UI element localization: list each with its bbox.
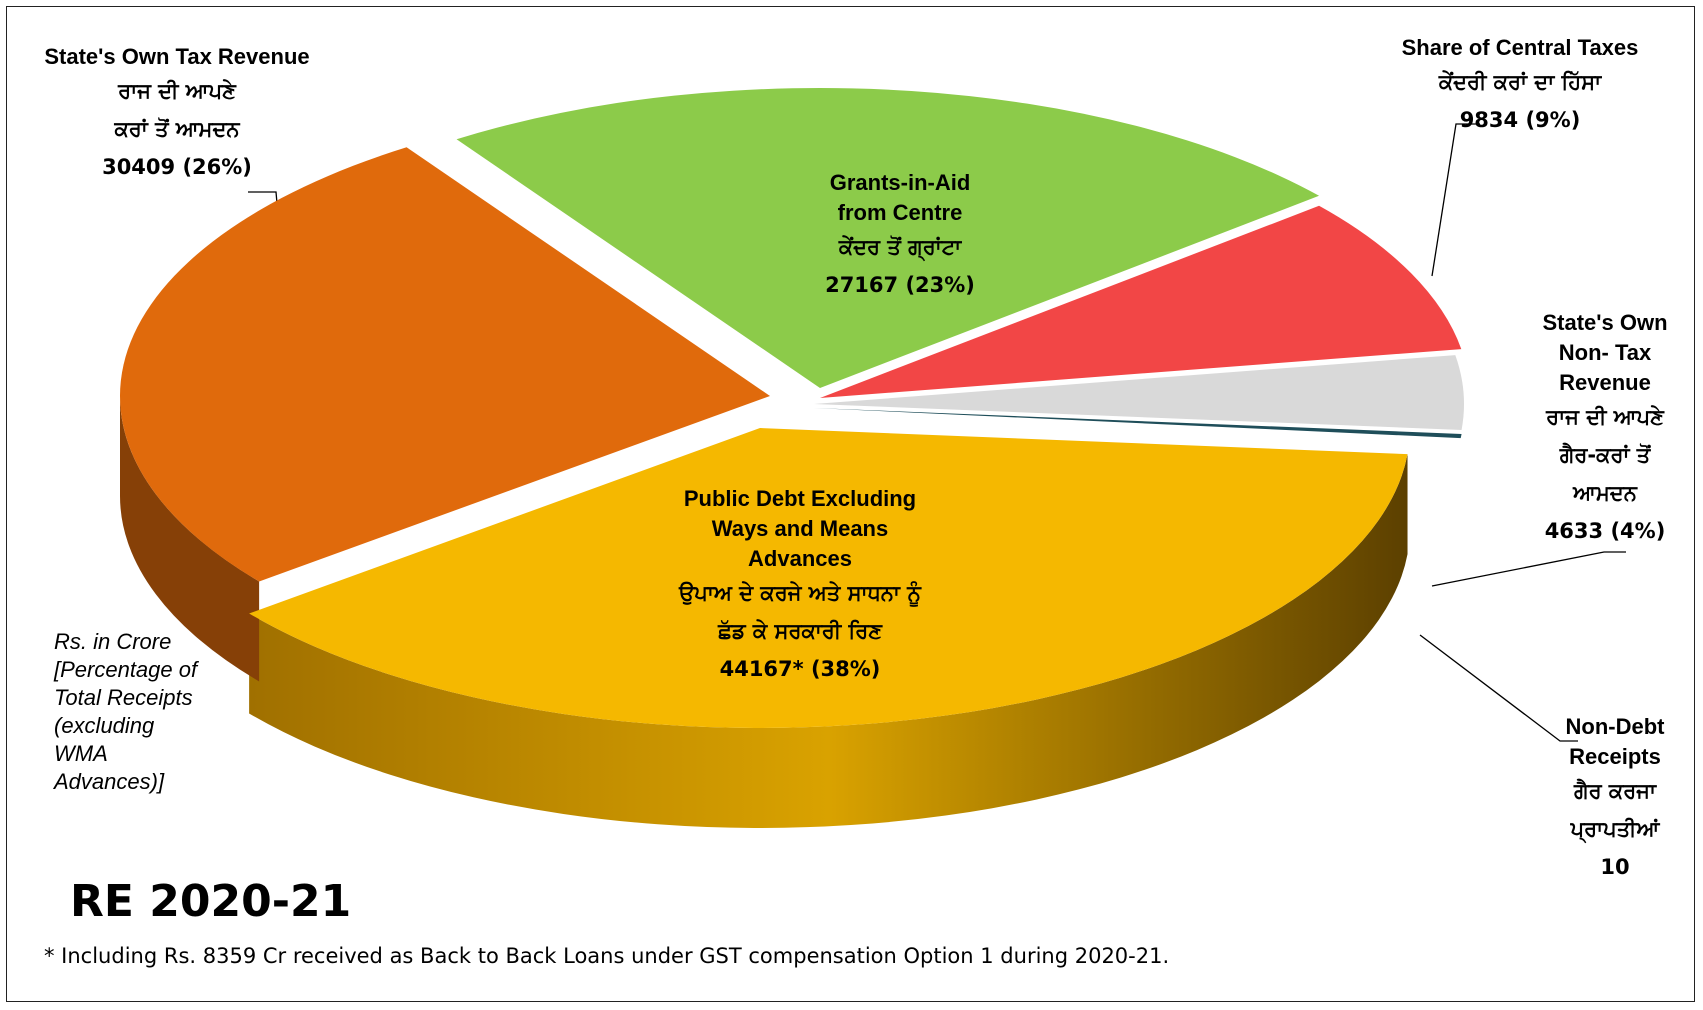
- slice-own-tax: [119, 147, 770, 582]
- label-central-taxes-value: 9834 (9%): [1459, 108, 1581, 132]
- label-non-debt-pa-1: ਗੈਰ ਕਰਜਾ: [1573, 779, 1656, 803]
- slice-side-own-tax: [120, 396, 260, 682]
- chart-title: RE 2020-21: [70, 876, 352, 927]
- slice-non-tax: [814, 355, 1465, 430]
- label-non-debt-value: 10: [1600, 855, 1630, 879]
- footnote: * Including Rs. 8359 Cr received as Back…: [44, 944, 1170, 968]
- label-grants-en-1: Grants-in-Aid: [829, 170, 971, 195]
- label-non-tax-pa-1: ਰਾਜ ਦੀ ਆਪਣੇ: [1546, 405, 1664, 429]
- label-non-tax-en-2: Non- Tax: [1558, 340, 1652, 365]
- label-public-debt-en-3: Advances: [748, 546, 852, 571]
- label-public-debt-value: 44167* (38%): [719, 657, 881, 681]
- unit-note-line: WMA: [54, 741, 108, 766]
- label-grants-en-2: from Centre: [837, 200, 963, 225]
- label-non-tax-en-3: Revenue: [1559, 370, 1651, 395]
- unit-note-line: [Percentage of: [54, 657, 198, 682]
- label-non-tax-en-1: State's Own: [1542, 310, 1668, 335]
- chart-border: [6, 6, 1695, 1002]
- slice-public-debt: [249, 428, 1408, 728]
- label-public-debt-en-1: Public Debt Excluding: [683, 486, 917, 511]
- label-non-tax-pa-2: ਗੈਰ-ਕਰਾਂ ਤੋਂ: [1559, 443, 1651, 467]
- label-non-tax-value: 4633 (4%): [1544, 519, 1666, 543]
- label-non-debt-pa-2: ਪ੍ਰਾਪਤੀਆਂ: [1570, 817, 1660, 841]
- slice-central-taxes: [820, 205, 1462, 398]
- label-own-tax-value: 30409 (26%): [102, 155, 252, 179]
- label-central-taxes: Share of Central Taxes ਕੇਂਦਰੀ ਕਰਾਂ ਦਾ ਹਿ…: [1350, 33, 1690, 139]
- label-non-debt-en-1: Non-Debt: [1565, 714, 1665, 739]
- label-grants-value: 27167 (23%): [825, 273, 975, 297]
- label-own-tax-pa-1: ਰਾਜ ਦੀ ਆਪਣੇ: [118, 79, 236, 103]
- label-public-debt-en-2: Ways and Means: [711, 516, 889, 541]
- unit-note-line: Total Receipts: [54, 685, 193, 710]
- leader-line: [1419, 634, 1578, 742]
- leader-line: [1431, 123, 1480, 277]
- label-public-debt-pa-2: ਛੱਡ ਕੇ ਸਰਕਾਰੀ ਰਿਣ: [718, 619, 882, 643]
- unit-note-line: Rs. in Crore: [54, 629, 172, 654]
- unit-note-line: Advances)]: [54, 769, 165, 794]
- label-own-tax-en: State's Own Tax Revenue: [44, 44, 310, 69]
- label-non-tax-pa-3: ਆਮਦਨ: [1573, 481, 1637, 505]
- label-public-debt: Public Debt Excluding Ways and Means Adv…: [600, 484, 1000, 688]
- leader-line: [1431, 551, 1626, 587]
- unit-note-line: (excluding: [54, 713, 155, 738]
- label-non-debt: Non-Debt Receipts ਗੈਰ ਕਰਜਾ ਪ੍ਰਾਪਤੀਆਂ 10: [1540, 712, 1690, 886]
- label-grants: Grants-in-Aid from Centre ਕੇਂਦਰ ਤੋਂ ਗ੍ਰਾ…: [770, 168, 1030, 304]
- label-own-tax: State's Own Tax Revenue ਰਾਜ ਦੀ ਆਪਣੇ ਕਰਾਂ…: [12, 42, 342, 186]
- label-non-debt-en-2: Receipts: [1569, 744, 1661, 769]
- slice-non-debt: [814, 408, 1462, 439]
- slice-grants: [456, 87, 1320, 389]
- label-non-tax: State's Own Non- Tax Revenue ਰਾਜ ਦੀ ਆਪਣੇ…: [1515, 308, 1695, 550]
- unit-note: Rs. in Crore [Percentage of Total Receip…: [54, 628, 234, 796]
- label-central-taxes-en: Share of Central Taxes: [1401, 35, 1639, 60]
- label-public-debt-pa-1: ਉਪਾਅ ਦੇ ਕਰਜੇ ਅਤੇ ਸਾਧਨਾ ਨੂੰ: [679, 581, 921, 605]
- label-central-taxes-pa: ਕੇਂਦਰੀ ਕਰਾਂ ਦਾ ਹਿੱਸਾ: [1438, 70, 1602, 94]
- slice-side-public-debt: [249, 454, 1408, 829]
- label-own-tax-pa-2: ਕਰਾਂ ਤੋਂ ਆਮਦਨ: [114, 117, 240, 141]
- label-grants-pa: ਕੇਂਦਰ ਤੋਂ ਗ੍ਰਾਂਟਾ: [838, 235, 962, 259]
